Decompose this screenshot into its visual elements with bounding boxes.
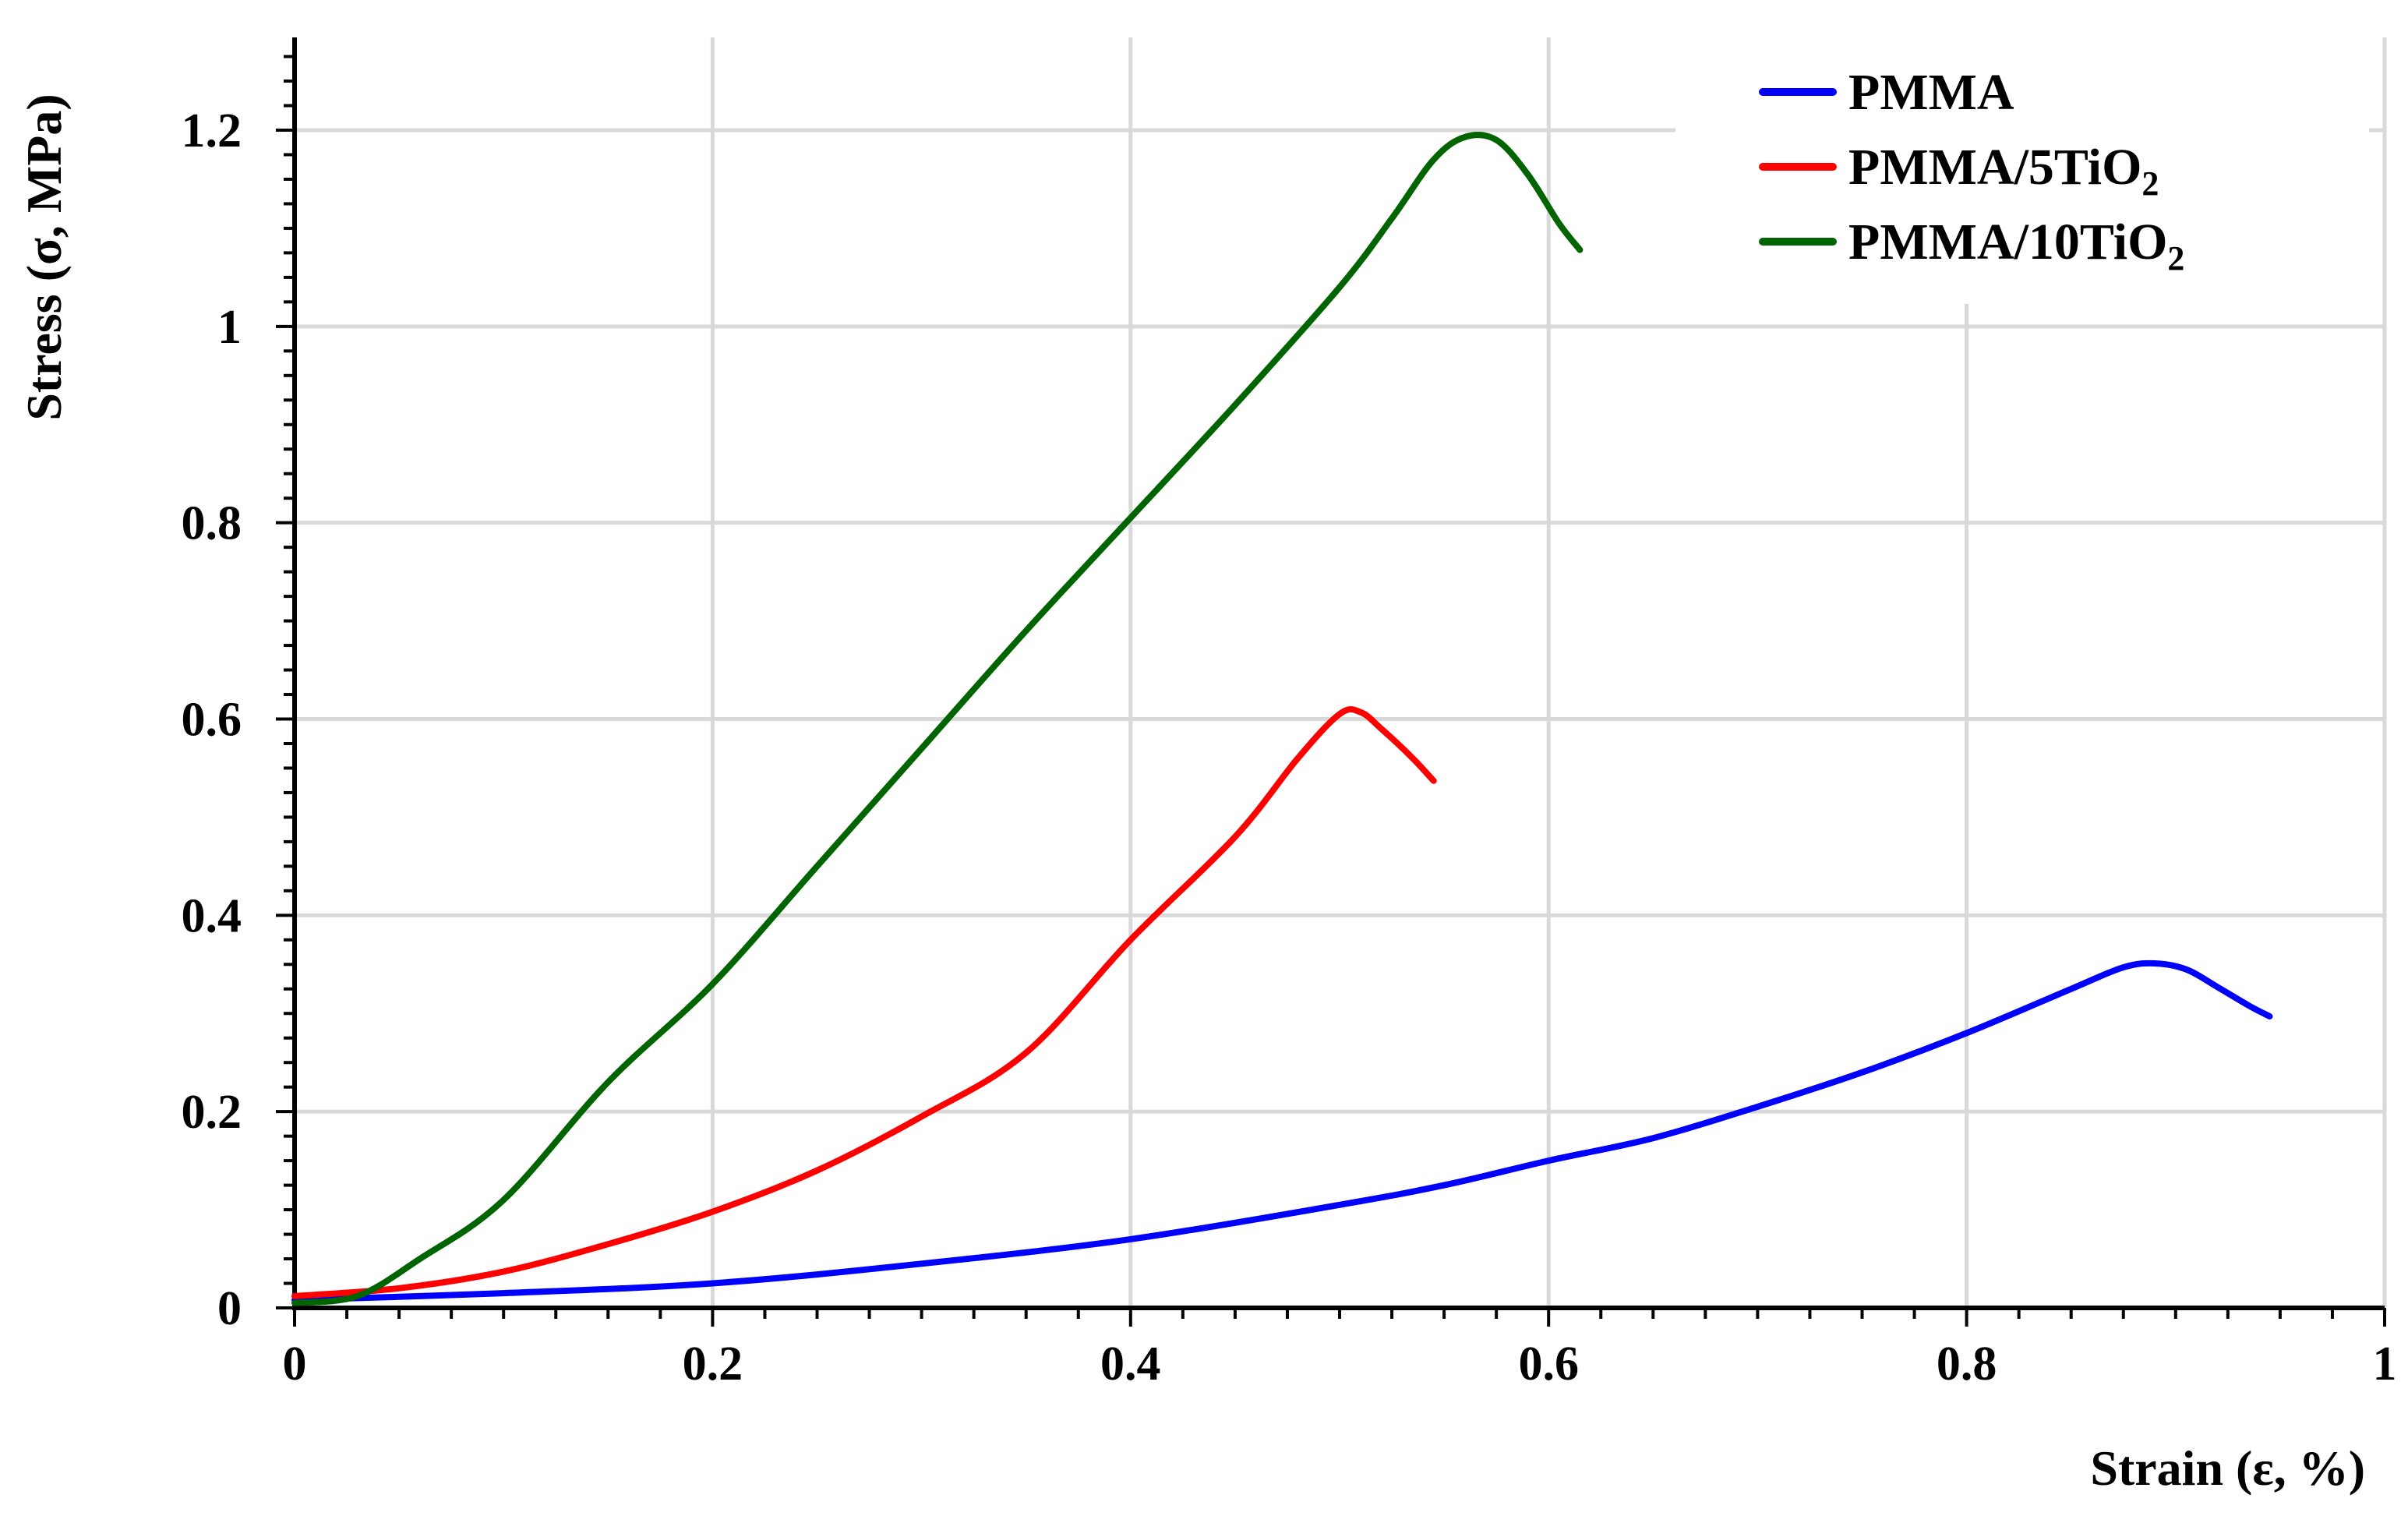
y-tick-label: 0.6 [182, 694, 242, 747]
x-tick-label: 0 [283, 1338, 307, 1391]
tick-labels: 0 0.2 0.4 0.6 0.8 1 0 0.2 0.4 0.6 0.8 1 1.2 [182, 104, 2397, 1391]
x-tick-label: 1 [2373, 1338, 2397, 1391]
y-tick-label: 0.8 [182, 497, 242, 550]
y-tick-label: 0 [217, 1282, 242, 1335]
series-line-2 [291, 132, 1584, 1306]
series-line-0 [291, 959, 2273, 1303]
legend-label: PMMA/5TiO [1848, 139, 2141, 196]
y-tick-label: 1 [217, 301, 242, 354]
legend-label: PMMA [1848, 64, 2014, 121]
legend-entry-2: PMMA/10TiO2 [1848, 214, 2184, 277]
y-tick-label: 0.2 [182, 1086, 242, 1139]
series-line-1 [291, 706, 1437, 1299]
x-tick-label: 0.4 [1100, 1338, 1161, 1391]
x-axis-title: Strain (ε, %) [2090, 1440, 2365, 1496]
x-tick-label: 0.8 [1937, 1338, 1997, 1391]
legend-label: PMMA/10TiO [1848, 214, 2167, 270]
y-tick-label: 0.4 [182, 889, 242, 942]
legend-subscript: 2 [2167, 239, 2184, 277]
y-tick-label: 1.2 [182, 104, 242, 157]
legend-entry-0: PMMA [1848, 64, 2014, 121]
x-tick-label: 0.2 [683, 1338, 743, 1391]
legend-entry-1: PMMA/5TiO2 [1848, 139, 2159, 203]
x-tick-label: 0.6 [1518, 1338, 1579, 1391]
data-series [291, 132, 2273, 1306]
y-axis-title: Stress (σ, MPa) [16, 94, 72, 420]
axes [276, 37, 2386, 1327]
legend-subscript: 2 [2141, 164, 2159, 203]
